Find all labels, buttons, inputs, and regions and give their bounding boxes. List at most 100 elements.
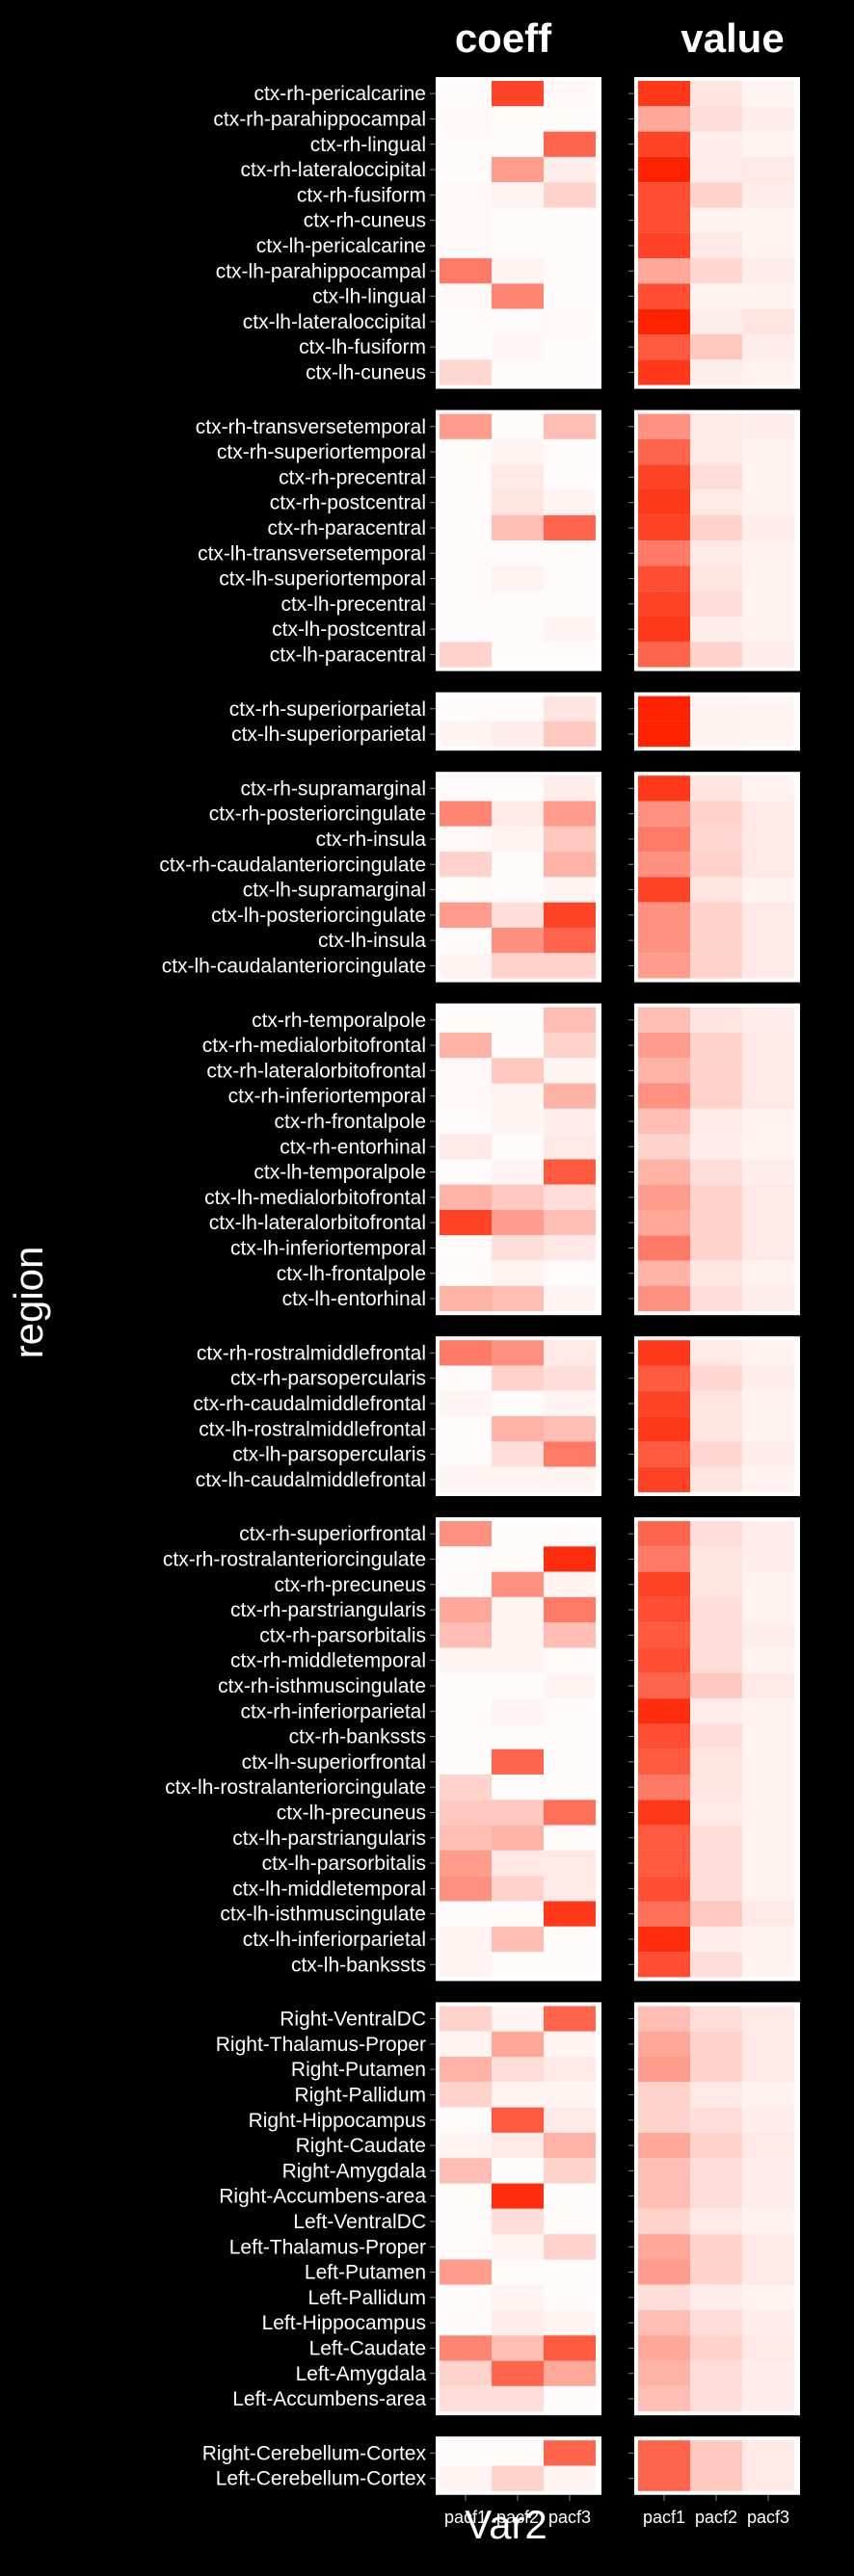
heatmap-cell — [544, 1159, 596, 1185]
heatmap-cell — [742, 2335, 794, 2361]
heatmap-cell — [638, 1260, 690, 1286]
heatmap-cell — [638, 1926, 690, 1953]
heatmap-cell — [690, 2385, 742, 2412]
heatmap-cell — [492, 2259, 544, 2285]
heatmap-cell — [690, 953, 742, 979]
heatmap-cell — [742, 1159, 794, 1185]
heatmap-cell — [690, 232, 742, 259]
heatmap-cell — [638, 1952, 690, 1978]
row-label: ctx-rh-superiorparietal — [229, 698, 426, 721]
heatmap-cell — [492, 2132, 544, 2159]
heatmap-cell — [742, 1825, 794, 1851]
heatmap-cell — [544, 2440, 596, 2466]
heatmap-cell — [742, 2057, 794, 2083]
heatmap-cell — [492, 2284, 544, 2310]
heatmap-cell — [742, 1441, 794, 1467]
heatmap-cell — [440, 642, 492, 668]
heatmap-cell — [492, 852, 544, 878]
heatmap-cell — [742, 1698, 794, 1724]
facet-title-value: value — [681, 15, 784, 61]
heatmap-cell — [440, 852, 492, 878]
heatmap-cell — [638, 1466, 690, 1492]
heatmap-cell — [742, 1748, 794, 1774]
y-axis-title: region — [6, 1247, 51, 1359]
heatmap-cell — [638, 2208, 690, 2235]
heatmap-cell — [690, 2107, 742, 2133]
heatmap-cell — [638, 540, 690, 566]
heatmap-cell — [544, 1390, 596, 1417]
heatmap-cell — [544, 2335, 596, 2361]
heatmap-cell — [742, 540, 794, 566]
heatmap-cell — [544, 801, 596, 827]
heatmap-cell — [544, 953, 596, 979]
heatmap-cell — [492, 591, 544, 617]
heatmap-cell — [544, 489, 596, 515]
row-label: Right-Accumbens-area — [219, 2186, 426, 2208]
heatmap-cell — [690, 540, 742, 566]
heatmap-cell — [742, 2158, 794, 2184]
heatmap-cell — [742, 1622, 794, 1648]
heatmap-cell — [544, 826, 596, 853]
row-label: ctx-rh-superiortemporal — [217, 441, 426, 463]
heatmap-cell — [742, 156, 794, 183]
heatmap-cell — [440, 1952, 492, 1978]
heatmap-cell — [742, 2259, 794, 2285]
heatmap-cell — [492, 1032, 544, 1059]
heatmap-cell — [440, 1108, 492, 1135]
heatmap-cell — [544, 565, 596, 591]
row-label: ctx-lh-frontalpole — [277, 1263, 426, 1285]
heatmap-cell — [742, 182, 794, 208]
heatmap-cell — [638, 413, 690, 439]
heatmap-cell — [440, 1647, 492, 1673]
heatmap-cell — [690, 801, 742, 827]
row-label: ctx-lh-caudalmiddlefrontal — [196, 1469, 426, 1491]
x-axis-ticks: pacf1 pacf2 pacf3 pacf1 pacf2 pacf3 — [444, 2494, 789, 2527]
heatmap-cell — [638, 1210, 690, 1236]
heatmap-cell — [690, 721, 742, 748]
heatmap-cell — [638, 1159, 690, 1185]
x-axis-title: Var2 — [465, 2502, 547, 2547]
row-label: ctx-lh-lateraloccipital — [243, 311, 426, 333]
heatmap-cell — [690, 438, 742, 465]
heatmap-cell — [638, 438, 690, 465]
heatmap-cell — [492, 775, 544, 802]
heatmap-cell — [690, 2465, 742, 2491]
row-label: ctx-rh-entorhinal — [280, 1136, 426, 1158]
heatmap-cell — [544, 308, 596, 334]
heatmap-cell — [690, 617, 742, 643]
heatmap-cell — [638, 1546, 690, 1572]
heatmap-cell — [638, 2465, 690, 2491]
heatmap-cell — [638, 1698, 690, 1724]
heatmap-cell — [690, 1416, 742, 1442]
heatmap-cell — [690, 359, 742, 385]
heatmap-cell — [690, 2132, 742, 2159]
heatmap-cell — [440, 1596, 492, 1623]
heatmap-cell — [690, 514, 742, 541]
heatmap-cell — [742, 359, 794, 385]
heatmap-cell — [492, 2335, 544, 2361]
heatmap-cell — [638, 565, 690, 591]
heatmap-cell — [544, 2284, 596, 2310]
heatmap-cell — [690, 565, 742, 591]
heatmap-cell — [544, 2465, 596, 2491]
heatmap-cell — [638, 106, 690, 132]
region-group: ctx-rh-transversetemporal ctx-rh-superior… — [196, 409, 800, 671]
row-label: ctx-rh-lateraloccipital — [240, 159, 426, 181]
heatmap-cell — [638, 2006, 690, 2032]
x-tick-label: pacf1 — [643, 2508, 685, 2527]
heatmap-cell — [440, 514, 492, 541]
row-label: ctx-lh-postcentral — [272, 618, 426, 641]
heatmap-cell — [544, 2360, 596, 2386]
heatmap-cell — [440, 182, 492, 208]
row-label: ctx-lh-parahippocampal — [216, 260, 426, 282]
heatmap-cell — [440, 2234, 492, 2260]
heatmap-cell — [440, 617, 492, 643]
heatmap-cell — [492, 2158, 544, 2184]
row-label: ctx-lh-temporalpole — [254, 1162, 426, 1184]
heatmap-cell — [492, 877, 544, 903]
heatmap-cell — [638, 2310, 690, 2336]
row-label: ctx-rh-caudalmiddlefrontal — [193, 1393, 426, 1415]
heatmap-cell — [742, 1466, 794, 1492]
heatmap-cell — [638, 1416, 690, 1442]
row-label: ctx-lh-supramarginal — [243, 880, 426, 902]
